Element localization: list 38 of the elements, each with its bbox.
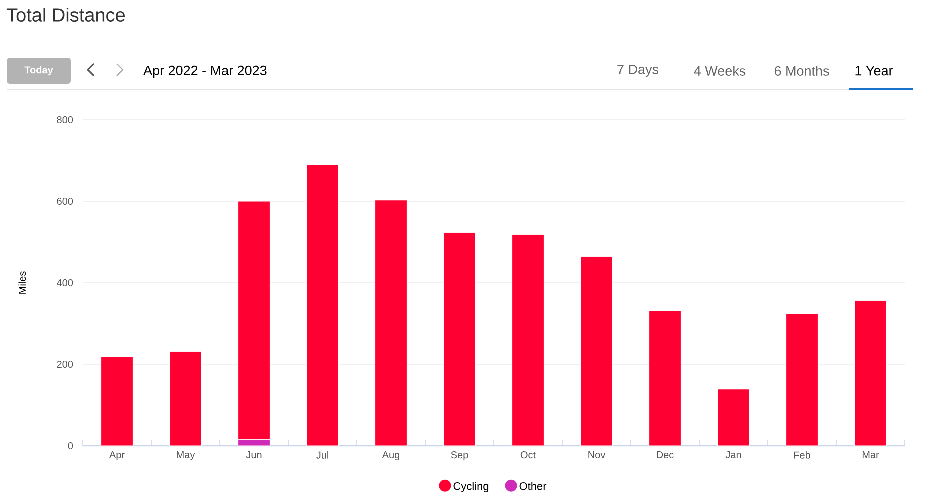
x-tick-label: Jun (246, 452, 262, 459)
bar (306, 164, 340, 446)
y-tick-label: 0 (68, 442, 74, 450)
x-tick-label: Feb (794, 452, 810, 459)
bar (580, 256, 614, 446)
x-tick-label: Dec (657, 452, 674, 459)
y-tick-label: 600 (57, 198, 74, 206)
chart-subtitle: Apr 2022 - Mar 2023 (144, 66, 267, 78)
bar (786, 314, 819, 446)
y-tick-label: 800 (57, 116, 74, 124)
x-tick-label: Jan (726, 452, 742, 459)
x-tick-label: Nov (588, 452, 606, 459)
bar (100, 356, 134, 446)
y-tick-label: 200 (57, 360, 74, 368)
x-tick-label: Mar (862, 452, 880, 459)
legend-label: Cycling (454, 482, 489, 492)
text: 1 Year (856, 66, 894, 76)
text: 6 Months (774, 66, 830, 76)
text: Today (24, 66, 54, 76)
x-tick-label: Sep (451, 452, 468, 461)
chart-title: Total Distance (6, 8, 125, 22)
text: 4 Weeks (694, 66, 746, 76)
x-tick-label: Aug (382, 452, 400, 460)
bar (854, 300, 888, 446)
bar (512, 234, 545, 446)
bar (169, 352, 202, 446)
bar (717, 389, 750, 446)
x-tick-label: Jul (316, 452, 328, 459)
x-tick-label: Apr (109, 452, 125, 460)
bar (374, 200, 408, 446)
bar (443, 232, 476, 446)
legend-label: Other (520, 482, 547, 490)
bar (648, 310, 682, 446)
y-tick-label: 400 (57, 279, 74, 287)
x-tick-label: May (177, 452, 196, 460)
y-axis-title: Miles (18, 272, 26, 294)
text: 7 Days (618, 64, 659, 78)
x-tick-label: Oct (520, 452, 536, 459)
